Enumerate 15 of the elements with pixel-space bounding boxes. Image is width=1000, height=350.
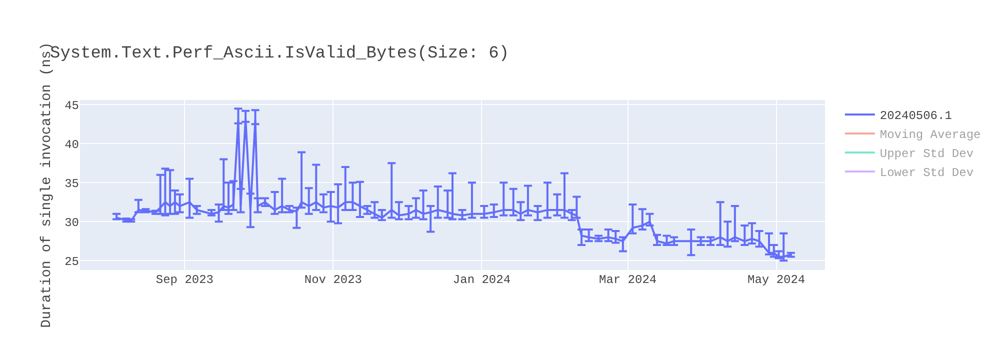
legend-label: Lower Std Dev	[880, 166, 974, 180]
legend-label: Moving Average	[880, 128, 981, 142]
chart-title: System.Text.Perf_Ascii.IsValid_Bytes(Size: 6)	[50, 44, 510, 64]
legend-label: 20240506.1	[880, 109, 952, 124]
y-tick-label: 25	[64, 254, 79, 269]
x-tick-label: Jan 2024	[452, 273, 511, 287]
y-tick-label: 30	[64, 216, 79, 230]
y-tick-label: 40	[64, 138, 79, 152]
x-tick-label: Mar 2024	[598, 273, 657, 287]
x-tick-label: May 2024	[748, 273, 806, 287]
x-tick-label: Sep 2023	[156, 273, 214, 287]
y-tick-label: 35	[64, 176, 79, 191]
x-tick-label: Nov 2023	[304, 273, 362, 287]
legend-label: Upper Std Dev	[880, 147, 974, 162]
y-tick-label: 45	[64, 98, 79, 113]
